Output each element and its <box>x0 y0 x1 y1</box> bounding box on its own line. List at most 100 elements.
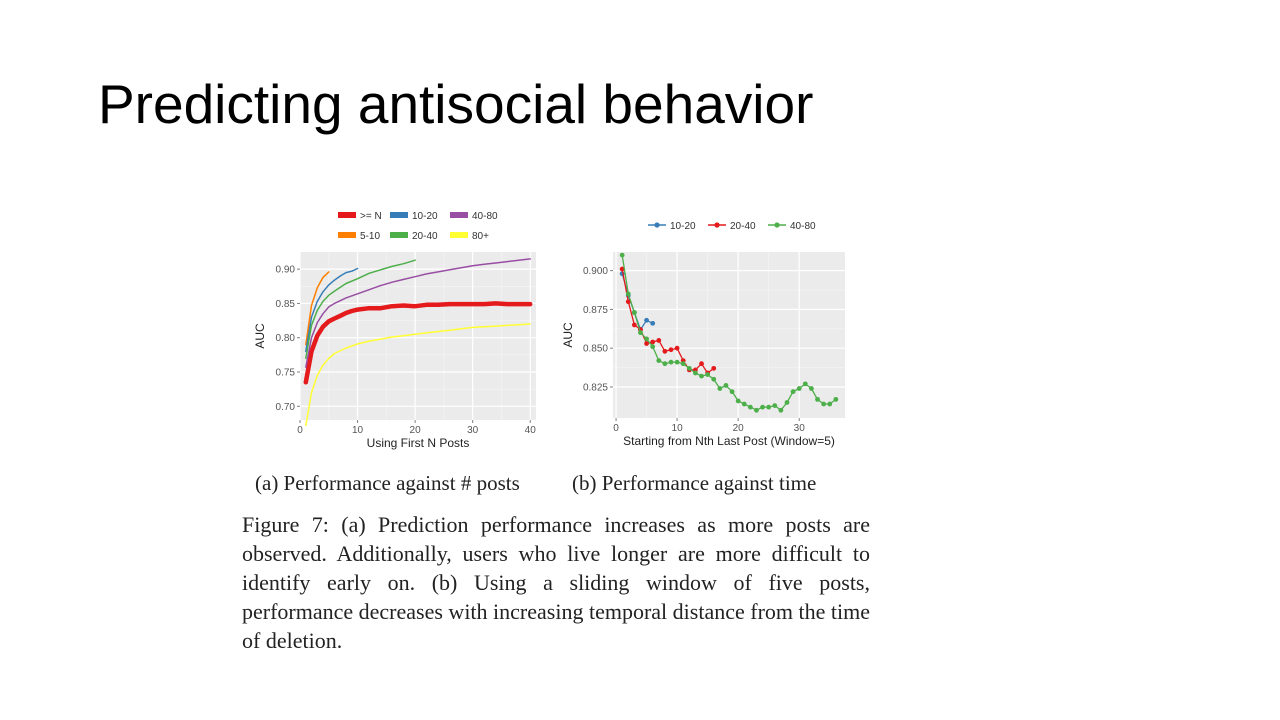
y-tick-label: 0.70 <box>276 402 296 413</box>
data-point <box>809 386 814 391</box>
legend-key-2 <box>390 212 408 218</box>
x-tick-label: 20 <box>733 423 745 434</box>
y-axis-title: AUC <box>561 322 575 348</box>
legend-key-5 <box>450 232 468 238</box>
series-line-1 <box>621 268 715 374</box>
data-point <box>747 404 753 410</box>
subcaption-b: (b) Performance against time <box>572 471 817 495</box>
data-point <box>662 361 668 367</box>
x-tick-label: 30 <box>794 423 806 434</box>
data-point <box>717 386 723 391</box>
data-point <box>631 322 637 328</box>
data-point <box>686 365 692 371</box>
data-point <box>784 400 790 405</box>
data-point <box>693 370 698 376</box>
data-point <box>638 330 643 336</box>
data-point <box>680 361 686 367</box>
legend-key-0 <box>338 212 356 218</box>
series-line-1 <box>305 271 330 346</box>
data-point <box>631 310 637 315</box>
data-point <box>754 407 759 413</box>
chart-auc-vs-nth-last-post: 0 10 20 30 0.825 0.850 0.875 0.900 Starting from… <box>561 221 845 448</box>
data-point <box>827 401 833 407</box>
data-point <box>833 396 839 402</box>
data-point <box>625 299 631 305</box>
y-tick-label: 0.80 <box>276 333 296 344</box>
data-point <box>668 347 674 353</box>
data-point <box>650 339 656 345</box>
data-point <box>711 376 717 382</box>
data-point <box>644 317 649 323</box>
data-point <box>741 401 747 407</box>
data-point <box>699 373 704 379</box>
data-point <box>711 365 717 371</box>
data-point <box>625 291 631 297</box>
x-tick-label: 30 <box>467 425 479 436</box>
legend-key-3 <box>390 232 408 238</box>
data-point <box>650 344 656 350</box>
x-tick-label: 10 <box>672 423 684 434</box>
data-point <box>796 386 802 391</box>
data-point <box>790 389 796 395</box>
data-point <box>644 336 649 342</box>
series-line-2 <box>305 267 359 353</box>
legend-label-4: 40-80 <box>472 211 498 222</box>
plot-panel <box>300 252 536 420</box>
figure-caption: Figure 7: (a) Prediction performance inc… <box>242 512 870 653</box>
y-tick-label: 0.825 <box>583 382 608 393</box>
legend-label-1: 20-40 <box>730 221 756 232</box>
y-axis-title: AUC <box>253 323 267 349</box>
data-point <box>668 359 674 365</box>
subcaption-a: (a) Performance against # posts <box>255 471 520 495</box>
data-point <box>772 403 778 408</box>
x-tick-label: 10 <box>352 425 364 436</box>
legend-label-0: 10-20 <box>670 221 696 232</box>
x-axis-title: Starting from Nth Last Post (Window=5) <box>623 434 835 448</box>
x-tick-label: 0 <box>613 423 619 434</box>
legend-label-3: 20-40 <box>412 231 438 242</box>
plot-panel <box>613 252 845 418</box>
data-point <box>674 359 680 365</box>
data-point <box>802 381 808 387</box>
legend-key-4 <box>450 212 468 218</box>
data-point <box>674 345 680 351</box>
y-tick-label: 0.85 <box>276 299 296 310</box>
legend-label-1: 5-10 <box>360 231 380 242</box>
y-tick-label: 0.875 <box>583 305 608 316</box>
series-line-4 <box>305 258 531 368</box>
legend-key-point-0 <box>654 222 660 228</box>
x-tick-label: 20 <box>410 425 422 436</box>
data-point <box>815 396 820 402</box>
data-point <box>644 341 649 346</box>
data-point <box>766 404 772 410</box>
series-line-0 <box>303 301 533 385</box>
data-point <box>729 389 735 395</box>
series-line-3 <box>305 259 416 360</box>
data-point <box>650 320 656 326</box>
data-point <box>723 383 729 388</box>
data-point <box>778 407 784 413</box>
data-point <box>619 266 625 272</box>
data-point <box>656 338 662 343</box>
data-point <box>656 358 662 363</box>
chart-auc-vs-first-n-posts: 0 10 20 30 40 0.70 0.75 0.80 0.85 0.90 Using First… <box>253 211 537 450</box>
legend-label-0: >= N <box>360 211 382 222</box>
data-point <box>705 372 711 377</box>
slide-title: Predicting antisocial behavior <box>98 73 814 135</box>
x-tick-label: 0 <box>297 425 303 436</box>
legend-key-1 <box>338 232 356 238</box>
data-point <box>699 361 704 367</box>
x-tick-label: 40 <box>525 425 537 436</box>
series-line-5 <box>305 323 531 427</box>
legend-label-5: 80+ <box>472 231 489 242</box>
legend-label-2: 40-80 <box>790 221 816 232</box>
y-tick-label: 0.900 <box>583 266 608 277</box>
data-point <box>735 398 741 404</box>
legend-key-point-1 <box>714 222 720 228</box>
x-axis-title: Using First N Posts <box>367 436 470 450</box>
y-tick-label: 0.90 <box>276 265 296 276</box>
legend-key-point-2 <box>774 222 780 228</box>
data-point <box>760 404 765 410</box>
y-tick-label: 0.75 <box>276 368 296 379</box>
data-point <box>821 401 827 407</box>
